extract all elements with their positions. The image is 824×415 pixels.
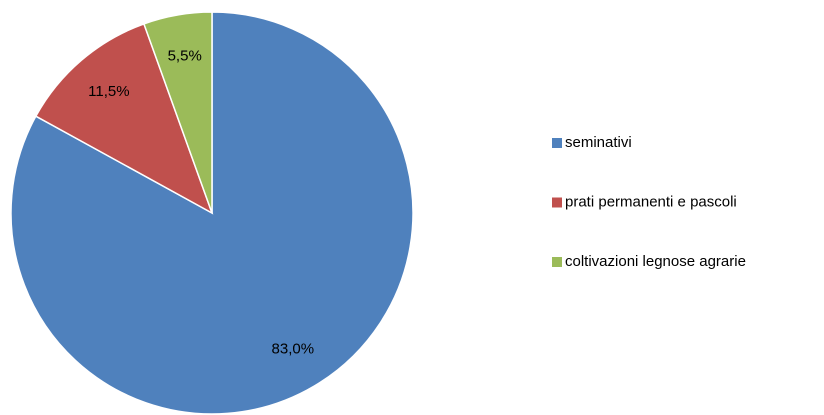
pie-slice bbox=[142, 11, 213, 214]
legend-swatch bbox=[552, 197, 562, 208]
legend-label: prati permanenti e pascoli bbox=[565, 193, 737, 210]
legend-label: seminativi bbox=[565, 134, 632, 151]
legend-label: coltivazioni legnose agrarie bbox=[565, 253, 746, 270]
pie-slice bbox=[34, 22, 214, 215]
legend-swatch bbox=[552, 138, 562, 148]
data-label: 5,5% bbox=[168, 48, 202, 65]
data-label: 83,0% bbox=[272, 341, 315, 358]
legend-swatch bbox=[552, 257, 562, 267]
data-label: 11,5% bbox=[88, 83, 129, 100]
